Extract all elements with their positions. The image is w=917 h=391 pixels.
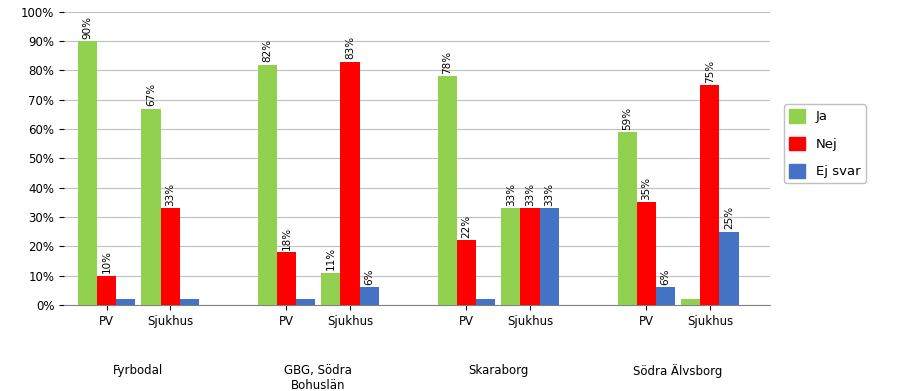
Text: Södra Älvsborg: Södra Älvsborg: [634, 364, 723, 378]
Text: 33%: 33%: [525, 183, 535, 206]
Bar: [521, 208, 539, 305]
Text: GBG, Södra
Bohuslän: GBG, Södra Bohuslän: [284, 364, 352, 391]
Bar: [180, 299, 199, 305]
Bar: [97, 276, 116, 305]
Bar: [359, 287, 379, 305]
Bar: [656, 287, 675, 305]
Bar: [539, 208, 558, 305]
Bar: [476, 299, 495, 305]
Bar: [438, 76, 457, 305]
Bar: [457, 240, 476, 305]
Text: 75%: 75%: [705, 59, 715, 83]
Bar: [340, 61, 359, 305]
Text: 25%: 25%: [724, 206, 734, 229]
Text: 10%: 10%: [102, 250, 112, 273]
Text: 33%: 33%: [544, 183, 554, 206]
Text: 78%: 78%: [442, 51, 452, 74]
Text: 18%: 18%: [282, 227, 292, 250]
Bar: [116, 299, 135, 305]
Text: 6%: 6%: [364, 269, 374, 285]
Bar: [637, 203, 656, 305]
Bar: [681, 299, 701, 305]
Bar: [618, 132, 637, 305]
Text: 82%: 82%: [262, 39, 272, 62]
Text: 33%: 33%: [506, 183, 516, 206]
Bar: [720, 231, 738, 305]
Bar: [160, 208, 180, 305]
Bar: [296, 299, 315, 305]
Text: 90%: 90%: [83, 16, 93, 39]
Bar: [277, 252, 296, 305]
Bar: [258, 65, 277, 305]
Text: 59%: 59%: [623, 106, 633, 130]
Bar: [322, 273, 340, 305]
Bar: [141, 108, 160, 305]
Text: 11%: 11%: [326, 247, 336, 271]
Text: 35%: 35%: [641, 177, 651, 200]
Text: 67%: 67%: [146, 83, 156, 106]
Text: Fyrbodal: Fyrbodal: [113, 364, 163, 377]
Text: 6%: 6%: [660, 269, 670, 285]
Bar: [78, 41, 97, 305]
Legend: Ja, Nej, Ej svar: Ja, Nej, Ej svar: [784, 104, 866, 183]
Text: 83%: 83%: [345, 36, 355, 59]
Text: 33%: 33%: [165, 183, 175, 206]
Bar: [502, 208, 521, 305]
Text: 22%: 22%: [461, 215, 471, 238]
Bar: [701, 85, 720, 305]
Text: Skaraborg: Skaraborg: [468, 364, 528, 377]
